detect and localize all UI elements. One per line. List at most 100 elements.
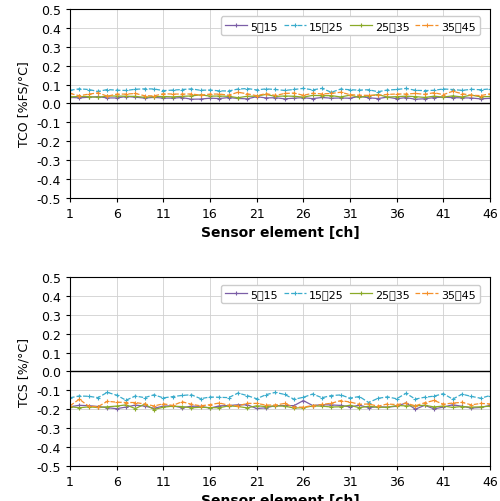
25～35 (142, 95, 148, 101)
15～25 (450, 396, 456, 402)
25～35 (394, 95, 400, 101)
25～35 (123, 402, 129, 408)
25～35 (95, 95, 101, 101)
15～25 (76, 393, 82, 399)
25～35 (132, 94, 138, 100)
15～25 (440, 87, 446, 93)
25～35 (207, 405, 213, 411)
25～35 (319, 403, 325, 409)
35～45 (95, 91, 101, 97)
35～45 (422, 400, 428, 406)
15～25 (459, 391, 465, 397)
25～35 (254, 94, 260, 100)
5～15 (67, 404, 73, 410)
5～15 (188, 97, 194, 103)
35～45 (207, 92, 213, 98)
35～45 (263, 91, 269, 97)
25～35 (76, 94, 82, 100)
5～15 (310, 403, 316, 409)
15～25 (254, 88, 260, 94)
15～25 (300, 394, 306, 400)
35～45 (459, 92, 465, 98)
15～25 (338, 392, 344, 398)
5～15 (198, 403, 203, 409)
35～45 (403, 92, 409, 98)
15～25 (235, 87, 241, 93)
35～45 (142, 401, 148, 407)
35～45 (328, 91, 334, 97)
25～35 (132, 406, 138, 412)
35～45 (104, 94, 110, 100)
15～25 (375, 90, 381, 96)
15～25 (244, 393, 250, 399)
15～25 (142, 87, 148, 93)
5～15 (254, 95, 260, 101)
35～45 (226, 402, 232, 408)
5～15 (412, 97, 418, 103)
5～15 (142, 403, 148, 409)
25～35 (487, 94, 493, 100)
25～35 (207, 94, 213, 100)
25～35 (114, 403, 119, 409)
35～45 (478, 401, 484, 407)
5～15 (142, 96, 148, 102)
5～15 (244, 402, 250, 408)
25～35 (142, 401, 148, 407)
25～35 (188, 94, 194, 100)
25～35 (412, 403, 418, 409)
25～35 (356, 95, 362, 101)
5～15 (282, 403, 288, 409)
25～35 (375, 404, 381, 410)
15～25 (160, 395, 166, 401)
Line: 35～45: 35～45 (68, 397, 492, 410)
15～25 (95, 89, 101, 95)
5～15 (459, 96, 465, 102)
15～25 (86, 393, 91, 399)
Y-axis label: TCS [%/°C]: TCS [%/°C] (18, 337, 31, 406)
25～35 (235, 96, 241, 102)
35～45 (86, 92, 91, 98)
5～15 (151, 95, 157, 101)
15～25 (179, 87, 185, 93)
35～45 (291, 91, 297, 97)
5～15 (86, 95, 91, 101)
5～15 (478, 97, 484, 103)
X-axis label: Sensor element [ch]: Sensor element [ch] (200, 493, 360, 501)
Line: 25～35: 25～35 (68, 402, 492, 412)
35～45 (244, 401, 250, 407)
35～45 (254, 401, 260, 407)
25～35 (366, 94, 372, 100)
35～45 (338, 90, 344, 96)
5～15 (300, 96, 306, 102)
5～15 (487, 403, 493, 409)
25～35 (216, 94, 222, 100)
5～15 (328, 402, 334, 408)
15～25 (216, 394, 222, 400)
5～15 (132, 402, 138, 408)
25～35 (86, 404, 91, 410)
5～15 (375, 404, 381, 410)
25～35 (403, 94, 409, 100)
5～15 (459, 403, 465, 409)
25～35 (151, 407, 157, 413)
15～25 (272, 87, 278, 93)
25～35 (263, 404, 269, 410)
25～35 (86, 94, 91, 100)
25～35 (468, 93, 474, 99)
Line: 35～45: 35～45 (68, 90, 492, 99)
35～45 (319, 402, 325, 408)
35～45 (338, 398, 344, 404)
5～15 (114, 96, 119, 102)
15～25 (151, 87, 157, 93)
5～15 (104, 405, 110, 411)
15～25 (104, 390, 110, 396)
15～25 (282, 88, 288, 94)
5～15 (431, 406, 437, 412)
35～45 (384, 401, 390, 407)
25～35 (412, 94, 418, 100)
5～15 (440, 95, 446, 101)
15～25 (132, 87, 138, 93)
5～15 (440, 404, 446, 410)
5～15 (207, 405, 213, 411)
35～45 (170, 92, 175, 98)
